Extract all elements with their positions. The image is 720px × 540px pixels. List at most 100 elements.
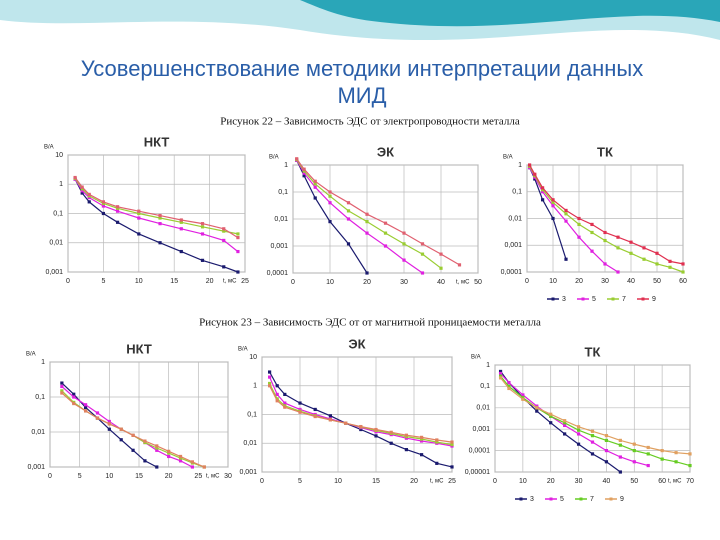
point [344,421,348,425]
point [283,401,287,405]
point [632,449,636,453]
x-tick-label: 50 [653,278,661,285]
point [131,433,135,437]
y-tick-label: 0,001 [239,469,257,476]
point [87,195,91,200]
point [604,460,609,464]
y-tick-label: 10 [249,354,257,361]
point [359,424,363,429]
point [521,397,525,401]
point [603,230,607,235]
point [84,403,88,407]
point [674,460,678,464]
x-tick-label: 50 [474,279,482,286]
y-tick-label: 0,1 [512,189,522,196]
point [155,446,159,450]
point [533,177,537,181]
point [604,449,609,453]
point [629,240,633,244]
point [564,208,568,213]
point [313,414,317,419]
point [551,200,555,204]
point [101,200,105,204]
x-tick-label: 10 [135,278,143,285]
x-tick-label: 10 [334,478,342,485]
point [222,229,226,233]
point [603,262,607,266]
point [577,216,581,221]
point [95,411,100,415]
point [275,399,279,403]
point [200,232,205,236]
legend-swatch [551,297,555,301]
slide-title: Усовершенствование методики интерпретаци… [81,56,643,81]
point [119,427,123,431]
y-tick-label: 1 [253,383,257,390]
point [202,465,206,469]
point [563,421,567,425]
point [158,222,162,226]
point [450,465,454,469]
y-tick-label: 0,01 [508,215,522,222]
y-tick-label: 0,001 [504,242,522,249]
point [642,246,646,250]
point [535,406,539,410]
y-tick-label: 0,001 [472,426,490,433]
point [688,463,692,468]
y-axis-label: В/А [44,145,54,151]
x-tick-label: 60 [679,278,687,285]
x-tick-label: 30 [601,278,609,285]
series-line [269,371,453,468]
legend-swatch [579,497,583,501]
point [107,419,111,424]
point [383,244,388,248]
point [402,231,406,235]
point [87,200,91,204]
x-tick-label: 15 [135,473,143,480]
legend-label: 9 [620,496,624,503]
y-axis-label: В/А [503,155,513,161]
x-axis-label: t, мС [430,479,444,485]
series-line [296,159,442,269]
y-tick-label: 0,0001 [469,447,491,454]
x-axis-label: t, мС [456,280,470,286]
point [137,211,141,216]
point [268,370,272,374]
point [590,222,594,227]
point [101,201,105,206]
x-tick-label: 5 [101,278,105,285]
x-axis-label: t, мС [223,279,237,285]
point [576,428,581,432]
point [439,252,443,256]
point [618,455,622,459]
point [60,391,64,395]
x-tick-label: 40 [603,478,611,485]
x-tick-label: 15 [170,278,178,285]
x-tick-label: 20 [363,279,371,286]
x-tick-label: 20 [165,473,173,480]
point [158,241,162,245]
y-tick-label: 1 [41,359,45,366]
point [137,216,141,220]
y-axis-label: В/А [471,355,481,361]
x-tick-label: 15 [372,478,380,485]
point [143,439,147,443]
chart-title: ТК [585,344,601,359]
point [420,439,424,443]
x-tick-label: 0 [493,478,497,485]
point [521,393,525,397]
x-tick-label: 0 [66,278,70,285]
point [604,438,609,442]
wave [300,0,720,27]
series-line [500,373,649,467]
x-tick-label: 0 [525,278,529,285]
point [365,220,369,224]
y-tick-label: 1 [284,162,288,169]
legend-swatch [581,297,585,301]
point [577,222,581,227]
point [420,271,425,275]
point [178,454,183,459]
y-tick-label: 1 [59,181,63,188]
point [80,187,84,191]
point [404,433,408,437]
